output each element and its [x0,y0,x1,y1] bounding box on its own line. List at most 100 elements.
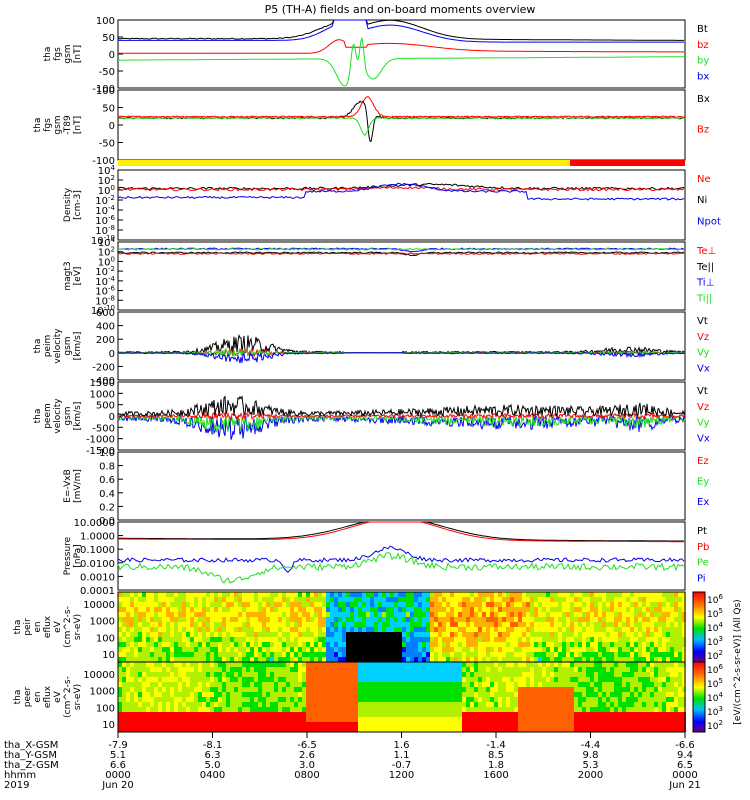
spectrogram-cell [214,682,218,687]
spectrogram-cell [558,677,562,682]
spectrogram-cell [682,597,686,602]
spectrogram-cell [450,632,454,637]
spectrogram-cell [510,597,514,602]
spectrogram-cell [550,672,554,677]
spectrogram-cell [414,632,418,637]
spectrogram-cell [582,722,586,727]
spectrogram-cell [434,602,438,607]
spectrogram-cell [350,727,354,732]
spectrogram-cell [182,697,186,702]
spectrogram-cell [118,712,122,717]
spectrogram-cell [458,697,462,702]
spectrogram-cell [582,682,586,687]
spectrogram-cell [438,642,442,647]
spectrogram-cell [634,617,638,622]
spectrogram-cell [150,702,154,707]
spectrogram-cell [662,592,666,597]
spectrogram-cell [514,637,518,642]
spectrogram-cell [414,662,418,667]
spectrogram-cell [414,637,418,642]
spectrogram-cell [258,622,262,627]
spectrogram-cell [174,622,178,627]
spectrogram-cell [254,597,258,602]
spectrogram-cell [314,727,318,732]
spectrogram-cell [474,722,478,727]
spectrogram-cell [614,662,618,667]
spectrogram-cell [262,597,266,602]
spectrogram-cell [422,677,426,682]
spectrogram-cell [346,662,350,667]
spectrogram-cell [422,697,426,702]
spectrogram-cell [310,612,314,617]
spectrogram-cell [382,687,386,692]
spectrogram-cell [478,627,482,632]
spectrogram-cell [122,667,126,672]
spectrogram-cell [558,602,562,607]
spectrogram-cell [182,622,186,627]
spectrogram-cell [206,697,210,702]
spectrogram-cell [494,702,498,707]
spectrogram-cell [282,617,286,622]
spectrogram-cell [238,607,242,612]
spectrogram-cell [122,727,126,732]
spectrogram-cell [230,687,234,692]
spectrogram-cell [582,602,586,607]
spectrogram-cell [654,702,658,707]
y-axis-label: [nT] [73,116,83,134]
spectrogram-cell [390,707,394,712]
spectrogram-cell [574,727,578,732]
spectrogram-cell [354,607,358,612]
spectrogram-cell [562,677,566,682]
spectrogram-cell [122,677,126,682]
spectrogram-cell [290,722,294,727]
spectrogram-cell [634,727,638,732]
spectrogram-cell [178,607,182,612]
spectrogram-cell [118,727,122,732]
spectrogram-cell [326,687,330,692]
y-tick-label: 100 [96,86,115,97]
spectrogram-cell [578,602,582,607]
spectrogram-cell [366,687,370,692]
spectrogram-cell [534,712,538,717]
spectrogram-cell [170,667,174,672]
spectrogram-cell [322,592,326,597]
spectrogram-cell [442,722,446,727]
spectrogram-cell [346,687,350,692]
spectrogram-cell [362,707,366,712]
spectrogram-cell [238,602,242,607]
spectrogram-cell [206,677,210,682]
spectrogram-cell [442,642,446,647]
spectrogram-cell [218,712,222,717]
spectrogram-cell [310,712,314,717]
spectrogram-cell [670,627,674,632]
spectrogram-cell [386,667,390,672]
spectrogram-cell [298,717,302,722]
spectrogram-cell [662,727,666,732]
spectrogram-cell [238,647,242,652]
spectrogram-cell [522,642,526,647]
spectrogram-cell [350,632,354,637]
spectrogram-cell [674,642,678,647]
spectrogram-cell [598,697,602,702]
spectrogram-cell [254,677,258,682]
spectrogram-cell [614,637,618,642]
spectrogram-cell [638,717,642,722]
spectrogram-cell [234,657,238,662]
spectrogram-cell [498,672,502,677]
spectrogram-cell [330,707,334,712]
spectrogram-cell [354,597,358,602]
y-tick-label: 0.4 [99,489,115,500]
spectrogram-cell [270,717,274,722]
spectrogram-cell [494,642,498,647]
spectrogram-cell [126,622,130,627]
spectrogram-cell [482,647,486,652]
spectrogram-cell [522,652,526,657]
spectrogram-cell [466,607,470,612]
spectrogram-cell [366,662,370,667]
spectrogram-cell [194,607,198,612]
spectrogram-cell [350,722,354,727]
spectrogram-cell [162,652,166,657]
spectrogram-cell [170,692,174,697]
spectrogram-cell [342,657,346,662]
spectrogram-cell [298,592,302,597]
